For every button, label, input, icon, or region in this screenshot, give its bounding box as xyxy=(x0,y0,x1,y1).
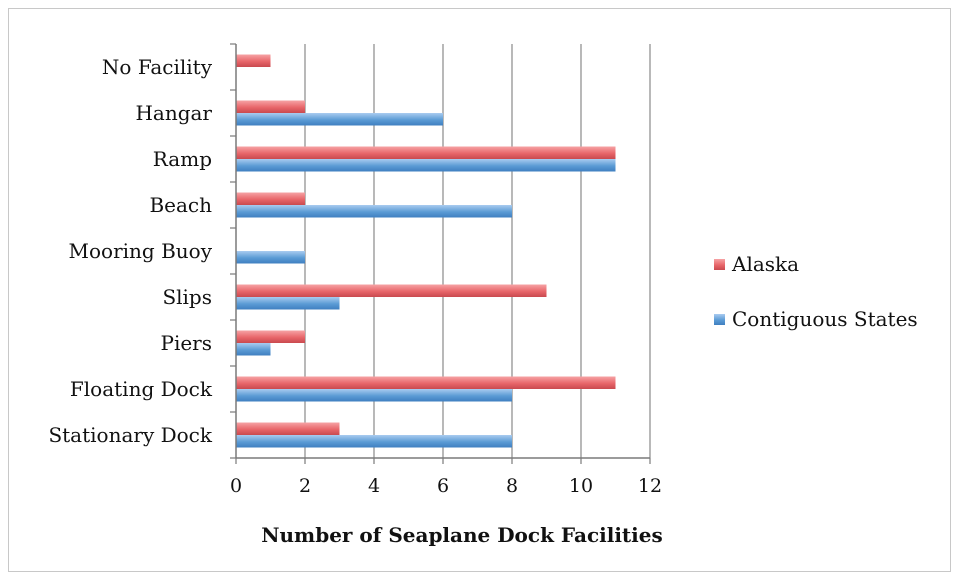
bar-alaska-hangar xyxy=(236,100,305,113)
bar-alaska-floating-dock xyxy=(236,376,616,389)
x-tick-label: 12 xyxy=(638,475,662,497)
x-tick-label: 8 xyxy=(506,475,518,497)
bar-alaska-stationary-dock xyxy=(236,422,340,435)
x-tick-label: 6 xyxy=(437,475,449,497)
bar-contiguous-states-piers xyxy=(236,343,271,356)
category-label: Ramp xyxy=(153,147,212,171)
bar-alaska-no-facility xyxy=(236,54,271,67)
legend: Alaska Contiguous States xyxy=(714,252,918,331)
bar-alaska-piers xyxy=(236,330,305,343)
category-label: Slips xyxy=(162,285,212,309)
category-label: Hangar xyxy=(135,101,212,125)
bar-contiguous-states-beach xyxy=(236,205,512,218)
x-tick-labels: 0 2 4 6 8 10 12 xyxy=(230,475,662,497)
x-tick-label: 0 xyxy=(230,475,242,497)
bar-contiguous-states-hangar xyxy=(236,113,443,126)
legend-label-alaska: Alaska xyxy=(731,252,799,276)
bar-contiguous-states-mooring-buoy xyxy=(236,251,305,264)
bar-contiguous-states-ramp xyxy=(236,159,616,172)
bar-contiguous-states-slips xyxy=(236,297,340,310)
bar-alaska-ramp xyxy=(236,146,616,159)
axes xyxy=(230,43,651,464)
category-label: Mooring Buoy xyxy=(69,239,213,263)
legend-label-contiguous-states: Contiguous States xyxy=(732,307,918,331)
category-label: Piers xyxy=(160,331,212,355)
bars xyxy=(236,54,616,448)
bar-contiguous-states-floating-dock xyxy=(236,389,512,402)
x-tick-label: 2 xyxy=(299,475,311,497)
x-tick-label: 4 xyxy=(368,475,380,497)
bar-alaska-slips xyxy=(236,284,547,297)
x-tick-label: 10 xyxy=(569,475,593,497)
legend-swatch-contiguous-states xyxy=(714,314,725,325)
category-label: Beach xyxy=(149,193,212,217)
category-label: Floating Dock xyxy=(70,377,213,401)
bar-contiguous-states-stationary-dock xyxy=(236,435,512,448)
category-labels: Stationary Dock Floating Dock Piers Slips Mo… xyxy=(48,55,212,447)
legend-swatch-alaska xyxy=(714,259,725,270)
category-label: Stationary Dock xyxy=(48,423,212,447)
x-axis-label: Number of Seaplane Dock Facilities xyxy=(261,523,663,547)
category-label: No Facility xyxy=(102,55,213,79)
bar-alaska-beach xyxy=(236,192,305,205)
